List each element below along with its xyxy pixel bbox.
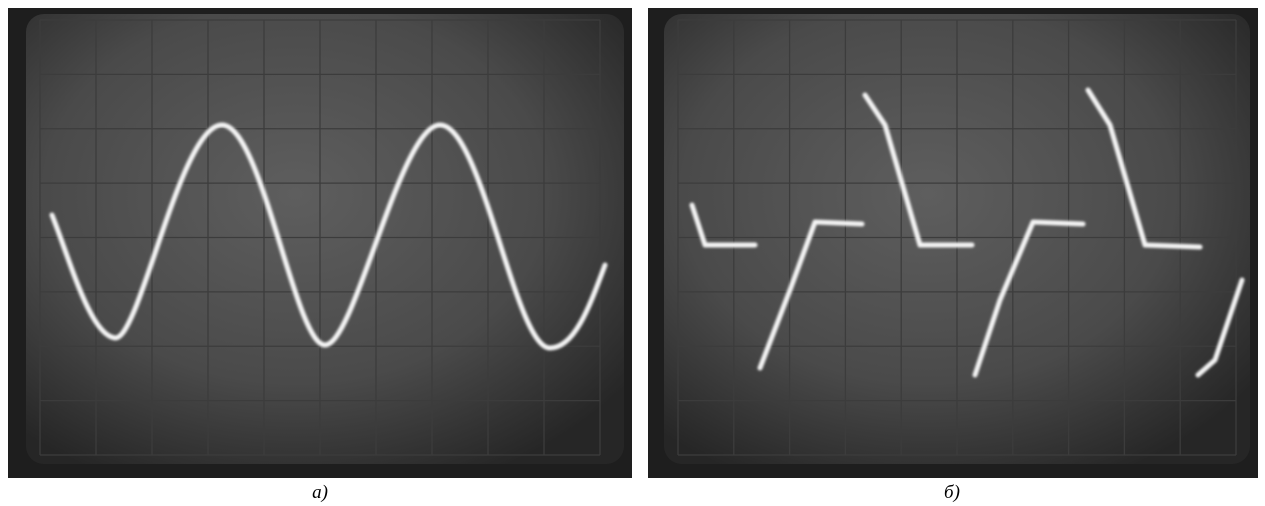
screen (26, 14, 624, 464)
screen-a (8, 8, 632, 478)
screen-b (648, 8, 1258, 478)
panel-label: б) (944, 482, 960, 503)
panel-label: а) (312, 482, 328, 503)
page: а) б) (0, 0, 1265, 506)
